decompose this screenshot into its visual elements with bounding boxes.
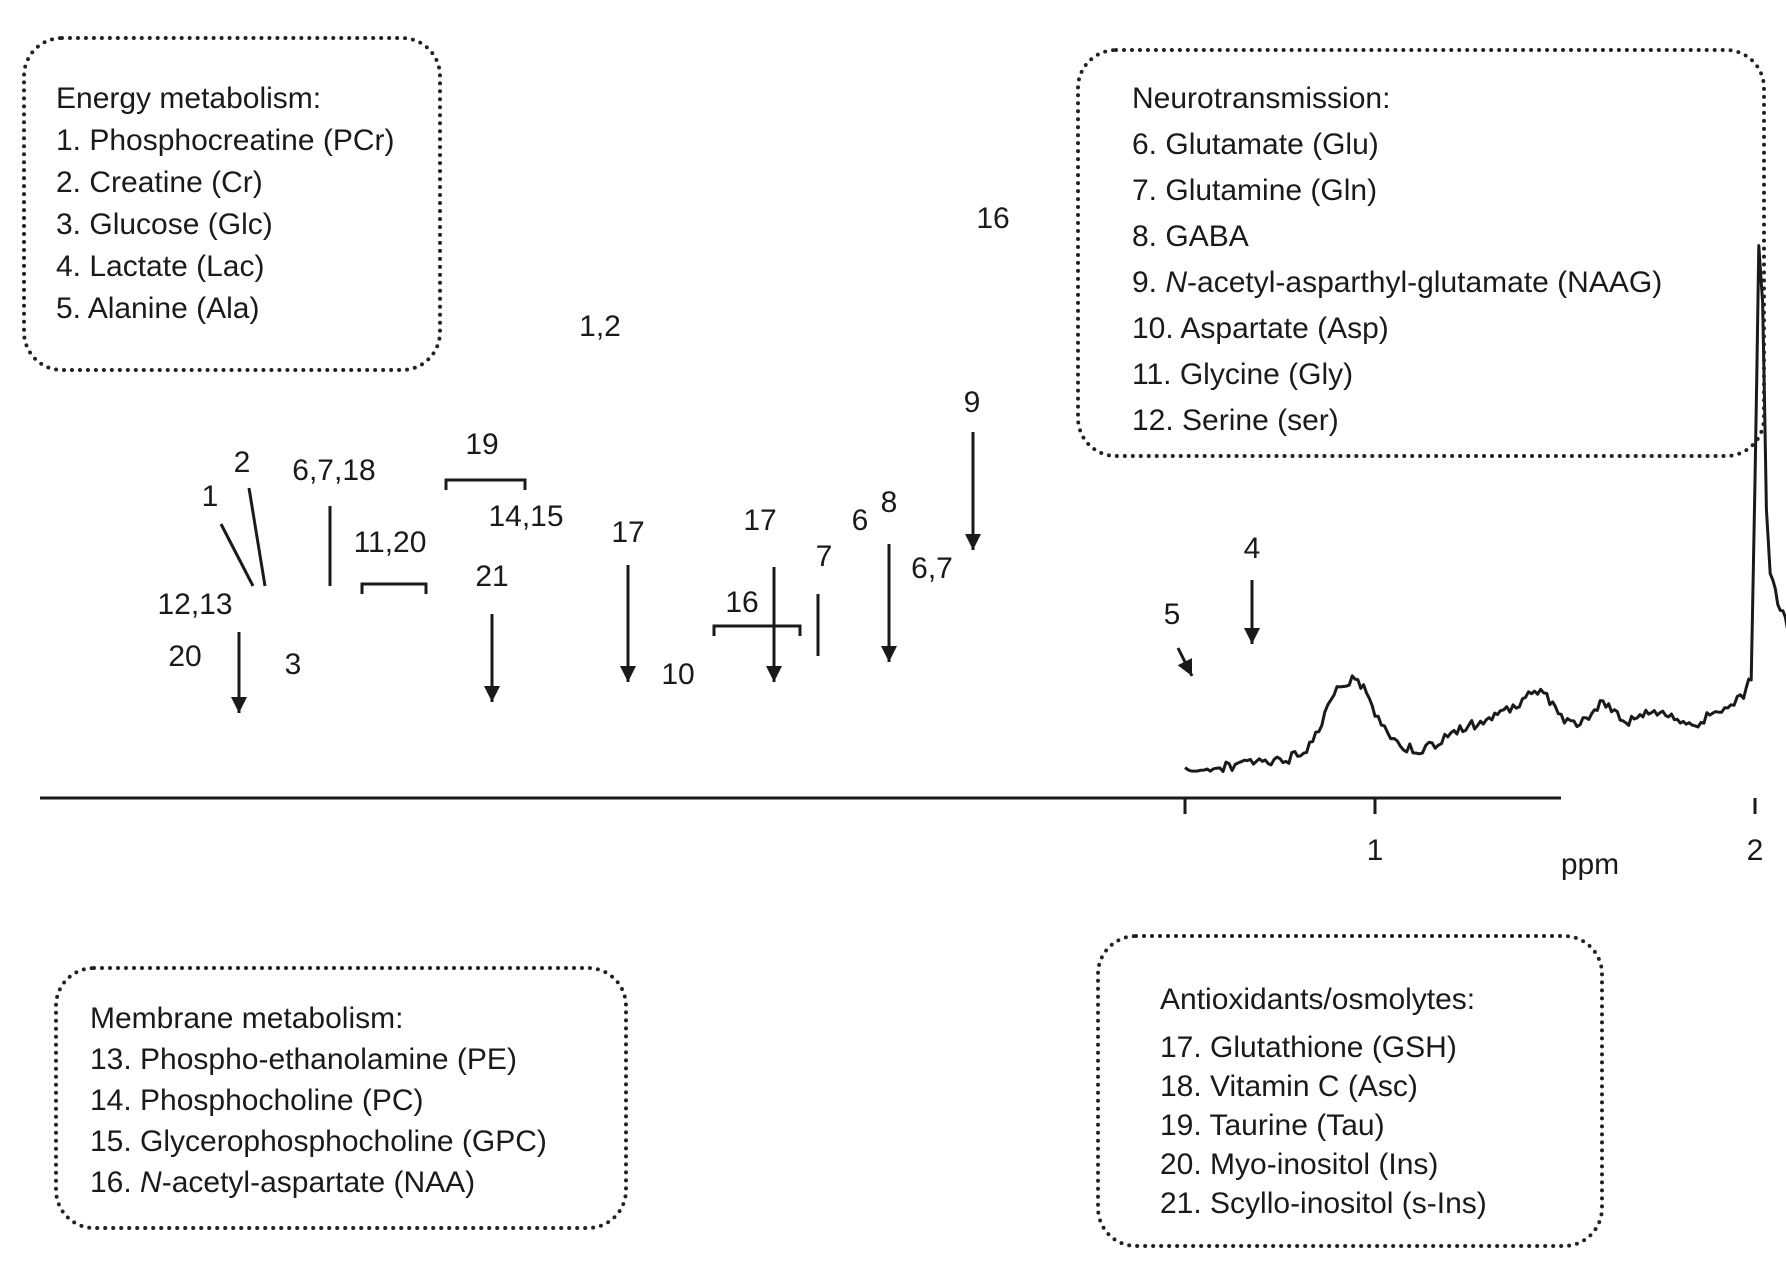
peak-range-bracket bbox=[360, 582, 428, 594]
peak-label: 21 bbox=[475, 560, 508, 593]
legend-item: 4. Lactate (Lac) bbox=[56, 250, 265, 283]
peak-label: 1 bbox=[202, 480, 219, 513]
legend-heading: Neurotransmission: bbox=[1132, 82, 1391, 115]
peak-range-bracket bbox=[444, 478, 527, 490]
x-axis-label: ppm bbox=[1561, 848, 1619, 881]
peak-label: 3 bbox=[285, 648, 302, 681]
peak-label: 8 bbox=[881, 486, 898, 519]
legend-energy-metabolism: Energy metabolism: 1. Phosphocreatine (P… bbox=[22, 36, 442, 372]
peak-label: 1,2 bbox=[579, 310, 621, 343]
peak-arrow-head bbox=[484, 686, 500, 702]
peak-label: 19 bbox=[465, 428, 498, 461]
item-rest: -acetyl-asparthyl-glutamate (NAAG) bbox=[1187, 266, 1663, 299]
legend-heading: Membrane metabolism: bbox=[90, 1002, 404, 1035]
legend-item-naa: 16. N-acetyl-aspartate (NAA) bbox=[90, 1162, 624, 1203]
peak-label: 6,7,18 bbox=[292, 454, 375, 487]
legend-item: 3. Glucose (Glc) bbox=[56, 208, 273, 241]
legend-item: 19. Taurine (Tau) bbox=[1160, 1109, 1385, 1142]
legend-item: 17. Glutathione (GSH) bbox=[1160, 1031, 1457, 1064]
legend-item: 5. Alanine (Ala) bbox=[56, 292, 260, 325]
legend-item: 20. Myo-inositol (Ins) bbox=[1160, 1148, 1439, 1181]
legend-item: 7. Glutamine (Gln) bbox=[1132, 174, 1378, 207]
legend-item: 12. Serine (ser) bbox=[1132, 404, 1339, 437]
peak-label: 12,13 bbox=[157, 588, 232, 621]
legend-item: 13. Phospho-ethanolamine (PE) bbox=[90, 1043, 517, 1076]
peak-label: 11,20 bbox=[354, 526, 427, 559]
legend-neurotransmission: Neurotransmission: 6. Glutamate (Glu) 7.… bbox=[1076, 48, 1766, 458]
peak-arrow-head bbox=[231, 697, 247, 713]
legend-membrane-metabolism: Membrane metabolism: 13. Phospho-ethanol… bbox=[54, 966, 628, 1230]
legend-item: 15. Glycerophosphocholine (GPC) bbox=[90, 1125, 547, 1158]
peak-label: 4 bbox=[1244, 532, 1261, 565]
legend-item: 10. Aspartate (Asp) bbox=[1132, 312, 1389, 345]
legend-item: 21. Scyllo-inositol (s-Ins) bbox=[1160, 1187, 1487, 1220]
peak-label: 20 bbox=[168, 640, 201, 673]
peak-label: 14,15 bbox=[488, 500, 563, 533]
x-axis-ticks: 4321 bbox=[1183, 798, 1764, 867]
peak-label: 16 bbox=[976, 202, 1009, 235]
peak-label: 17 bbox=[743, 504, 776, 537]
peak-arrow-head bbox=[1177, 658, 1192, 676]
item-number: 16. bbox=[90, 1166, 141, 1199]
peak-label: 9 bbox=[964, 386, 981, 419]
peak-arrow-head bbox=[965, 534, 981, 550]
legend-antioxidants-osmolytes: Antioxidants/osmolytes: 17. Glutathione … bbox=[1096, 934, 1604, 1248]
legend-item-naag: 9. N-acetyl-asparthyl-glutamate (NAAG) bbox=[1132, 260, 1762, 306]
legend-item: 6. Glutamate (Glu) bbox=[1132, 128, 1379, 161]
peak-label: 5 bbox=[1164, 598, 1181, 631]
peak-pointer-line bbox=[219, 523, 255, 587]
peak-pointer-line bbox=[247, 487, 267, 587]
peak-range-bracket bbox=[712, 624, 802, 636]
legend-item: 1. Phosphocreatine (PCr) bbox=[56, 124, 395, 157]
peak-label: 2 bbox=[234, 446, 251, 479]
peak-arrow-head bbox=[881, 646, 897, 662]
peak-arrow-head bbox=[620, 666, 636, 682]
peak-arrow-head bbox=[766, 666, 782, 682]
item-number: 9. bbox=[1132, 266, 1166, 299]
item-italic-prefix: N bbox=[1165, 266, 1188, 299]
peak-annotations: 20 12,13 12 3 6,7,18 11,20 19 21 14,15 1,2 17 10 16 1… bbox=[157, 202, 1260, 713]
peak-label: 6 bbox=[852, 504, 869, 537]
peak-label: 7 bbox=[816, 540, 833, 573]
peak-arrow-head bbox=[1244, 628, 1260, 644]
legend-item: 8. GABA bbox=[1132, 220, 1249, 253]
peak-label: 6,7 bbox=[911, 552, 953, 585]
legend-item: 14. Phosphocholine (PC) bbox=[90, 1084, 424, 1117]
item-rest: -acetyl-aspartate (NAA) bbox=[161, 1166, 476, 1199]
x-tick-label: 2 bbox=[1747, 834, 1764, 867]
legend-item: 2. Creatine (Cr) bbox=[56, 166, 263, 199]
peak-label: 10 bbox=[661, 658, 694, 691]
peak-label: 16 bbox=[725, 586, 758, 619]
peak-label: 17 bbox=[611, 516, 644, 549]
spectrum-trace bbox=[1184, 244, 1786, 773]
legend-heading: Antioxidants/osmolytes: bbox=[1160, 983, 1476, 1016]
legend-item: 11. Glycine (Gly) bbox=[1132, 358, 1354, 391]
legend-item: 18. Vitamin C (Asc) bbox=[1160, 1070, 1418, 1103]
item-italic-prefix: N bbox=[140, 1166, 162, 1199]
legend-heading: Energy metabolism: bbox=[56, 82, 322, 115]
x-tick-label: 1 bbox=[1367, 834, 1384, 867]
